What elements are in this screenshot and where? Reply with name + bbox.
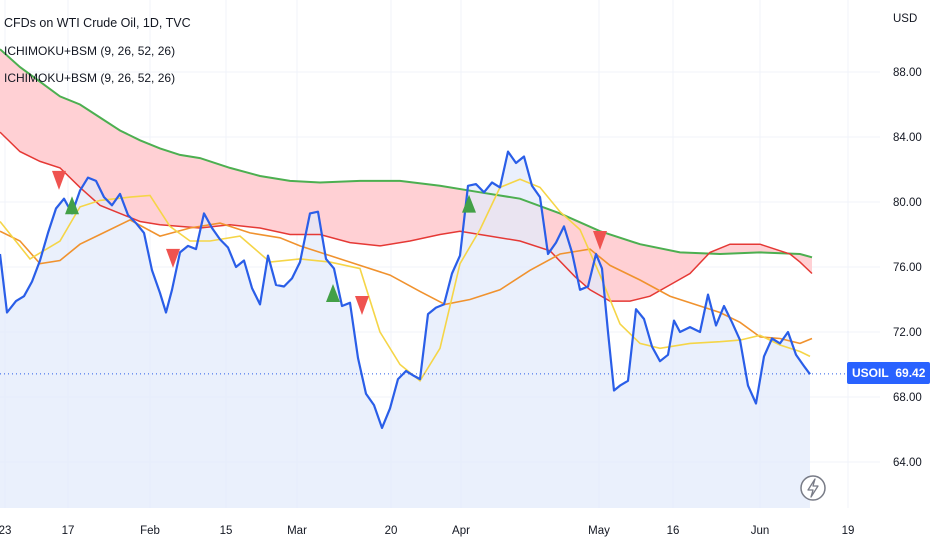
x-tick-label: 15 <box>220 525 233 537</box>
y-tick-label: 76.00 <box>893 262 922 274</box>
sell-signal-0 <box>52 170 66 190</box>
x-tick-label: May <box>588 525 610 537</box>
leading-span-a-line <box>0 48 813 259</box>
y-tick-label: 68.00 <box>893 392 922 404</box>
lightning-icon[interactable] <box>800 475 826 501</box>
x-tick-label: Apr <box>452 525 470 537</box>
x-tick-label: 20 <box>385 525 398 537</box>
indicator-label-2: ICHIMOKU+BSM (9, 26, 52, 26) <box>4 71 176 85</box>
x-tick-label: 17 <box>62 525 75 537</box>
x-tick-label: Feb <box>140 525 160 537</box>
leading-span-b-line <box>0 131 813 302</box>
last-price-tag: USOIL 69.42 <box>847 362 931 384</box>
chart-title-legend[interactable]: CFDs on WTI Crude Oil, 1D, TVC <box>4 16 191 30</box>
indicator-legend-1[interactable]: ICHIMOKU+BSM (9, 26, 52, 26) <box>4 44 175 58</box>
price-line <box>0 150 811 429</box>
x-tick-label: Jun <box>751 525 770 537</box>
sell-signal-4 <box>355 296 369 315</box>
x-tick-label: Mar <box>287 525 307 537</box>
base-line <box>0 219 813 345</box>
buy-signal-5 <box>462 194 476 213</box>
y-tick-label: 84.00 <box>893 132 922 144</box>
last-price-symbol: USOIL <box>852 366 889 380</box>
y-tick-label: 72.00 <box>893 327 922 339</box>
conversion-line <box>0 178 811 382</box>
x-tick-label: 16 <box>667 525 680 537</box>
y-axis-unit-label: USD <box>893 13 917 25</box>
ichimoku-cloud <box>0 49 812 302</box>
x-tick-label: 23 <box>0 525 11 537</box>
indicator-legend-2[interactable]: ICHIMOKU+BSM (9, 26, 52, 26) <box>4 71 175 85</box>
indicator-label-1: ICHIMOKU+BSM (9, 26, 52, 26) <box>4 44 176 58</box>
last-price-value: 69.42 <box>895 366 926 380</box>
y-tick-label: 80.00 <box>893 197 922 209</box>
x-tick-label: 19 <box>842 525 855 537</box>
buy-signal-1 <box>65 196 79 215</box>
buy-signal-3 <box>326 284 340 302</box>
chart-title: CFDs on WTI Crude Oil, 1D, TVC <box>4 16 191 30</box>
sell-signal-6 <box>593 231 607 250</box>
y-tick-label: 64.00 <box>893 457 922 469</box>
y-tick-label: 88.00 <box>893 67 922 79</box>
sell-signal-2 <box>166 248 180 268</box>
